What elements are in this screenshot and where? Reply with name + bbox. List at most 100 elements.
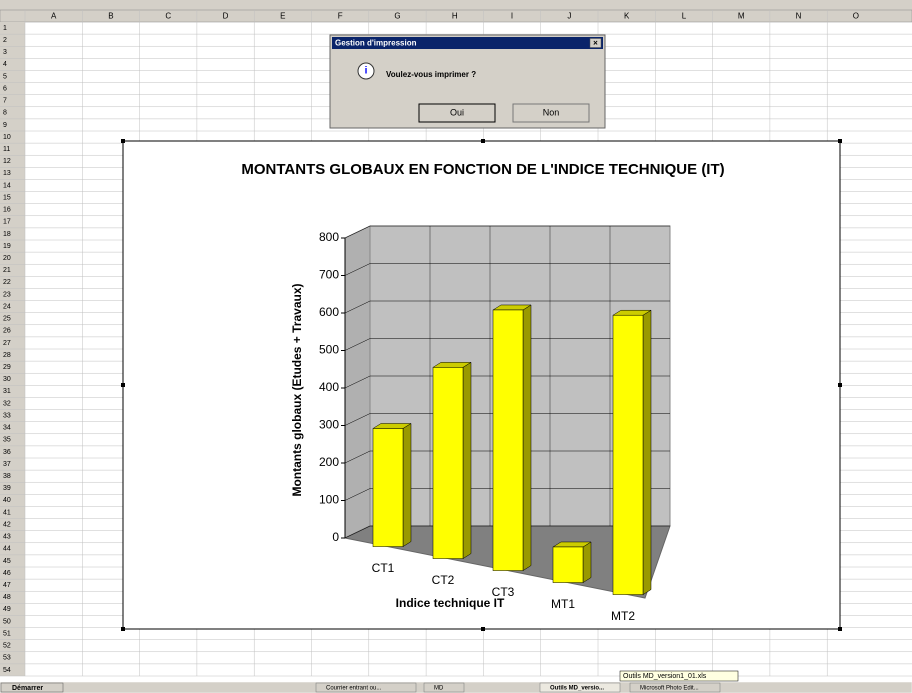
y-tick-label: 300 [319, 418, 339, 432]
row-header: 38 [3, 473, 11, 480]
task-label[interactable]: Microsoft Photo Edit... [640, 686, 699, 692]
row-header: 10 [3, 134, 11, 141]
info-icon [357, 62, 375, 80]
grid-line [344, 488, 371, 501]
y-tick-label: 100 [319, 493, 339, 507]
column-header-bar [0, 9, 912, 23]
column-header: E [280, 12, 285, 21]
task-button[interactable] [423, 682, 465, 693]
handle[interactable] [481, 627, 485, 631]
row-header: 45 [3, 558, 11, 565]
task-button[interactable] [315, 682, 417, 693]
row-header: 14 [3, 182, 11, 189]
button-oui[interactable] [418, 103, 496, 123]
x-tick-label: MT2 [611, 609, 635, 623]
handle[interactable] [121, 383, 125, 387]
x-tick-label: CT1 [372, 561, 395, 575]
row-header: 7 [3, 98, 7, 105]
row-header: 23 [3, 291, 11, 298]
bar-side [402, 423, 412, 548]
dialog-title: Gestion d'impression [335, 39, 417, 48]
task-label[interactable]: Outils MD_versio... [550, 686, 604, 692]
column-header: I [511, 12, 513, 21]
row-header: 27 [3, 340, 11, 347]
grid-line [344, 375, 371, 389]
row-header: 47 [3, 582, 11, 589]
bar-side [522, 304, 532, 572]
column-header: H [452, 12, 458, 21]
column-header: O [853, 12, 859, 21]
row-header: 51 [3, 630, 11, 637]
row-header: 2 [3, 37, 7, 44]
task-button[interactable] [629, 682, 721, 693]
row-header: 30 [3, 376, 11, 383]
handle[interactable] [838, 383, 842, 387]
column-header: N [796, 12, 802, 21]
grid-line [344, 300, 371, 314]
row-header: 1 [3, 25, 7, 32]
column-header: A [51, 12, 57, 21]
column-header: D [223, 12, 229, 21]
column-header: B [108, 12, 113, 21]
row-header: 44 [3, 546, 11, 553]
close-button[interactable] [589, 38, 602, 48]
row-header: 28 [3, 352, 11, 359]
row-header: 33 [3, 412, 11, 419]
info-glyph: i [365, 66, 368, 77]
row-header: 34 [3, 425, 11, 432]
button-label[interactable]: Non [543, 107, 560, 117]
row-header: 24 [3, 303, 11, 310]
grid-line [344, 338, 371, 351]
row-header: 26 [3, 328, 11, 335]
bar [552, 546, 584, 583]
y-axis-label: Montants globaux (Etudes + Travaux) [290, 283, 304, 496]
button-non[interactable] [512, 103, 590, 123]
row-header: 19 [3, 243, 11, 250]
row-header: 53 [3, 655, 11, 662]
button-label[interactable]: Oui [450, 107, 464, 117]
row-header: 25 [3, 316, 11, 323]
start-button[interactable] [0, 682, 64, 693]
row-header: 11 [3, 146, 10, 153]
row-header: 16 [3, 207, 11, 214]
y-tick-label: 700 [319, 268, 339, 282]
row-header: 5 [3, 73, 7, 80]
bar-side [582, 541, 592, 584]
dialog-message: Voulez-vous imprimer ? [386, 70, 476, 79]
close-icon[interactable]: × [593, 39, 598, 48]
row-header: 39 [3, 485, 11, 492]
handle[interactable] [838, 139, 842, 143]
column-header: C [165, 12, 171, 21]
grid-line [344, 263, 371, 276]
row-header: 46 [3, 570, 11, 577]
grid-line [344, 225, 371, 239]
task-label[interactable]: MD [434, 686, 444, 692]
x-tick-label: CT3 [492, 585, 515, 599]
handle[interactable] [838, 627, 842, 631]
column-header: G [394, 12, 400, 21]
row-header: 49 [3, 606, 11, 613]
row-header: 52 [3, 643, 11, 650]
column-header: M [738, 12, 745, 21]
row-header: 8 [3, 110, 7, 117]
task-label[interactable]: Courrier entrant ou... [326, 686, 382, 692]
bar-side [462, 361, 472, 560]
row-header: 13 [3, 170, 11, 177]
column-header: K [624, 12, 630, 21]
row-header: 4 [3, 61, 7, 68]
row-header: 20 [3, 255, 11, 262]
row-header: 54 [3, 667, 11, 674]
row-header: 6 [3, 85, 7, 92]
row-header: 32 [3, 400, 11, 407]
y-tick-label: 400 [319, 380, 339, 394]
handle[interactable] [481, 139, 485, 143]
chart-title: MONTANTS GLOBAUX EN FONCTION DE L'INDICE… [241, 161, 724, 178]
handle[interactable] [121, 139, 125, 143]
bar [612, 314, 644, 595]
start-label[interactable]: Démarrer [12, 685, 43, 692]
row-header: 35 [3, 437, 11, 444]
handle[interactable] [121, 627, 125, 631]
row-header: 29 [3, 364, 11, 371]
task-button[interactable] [539, 682, 621, 693]
bar [432, 367, 464, 559]
